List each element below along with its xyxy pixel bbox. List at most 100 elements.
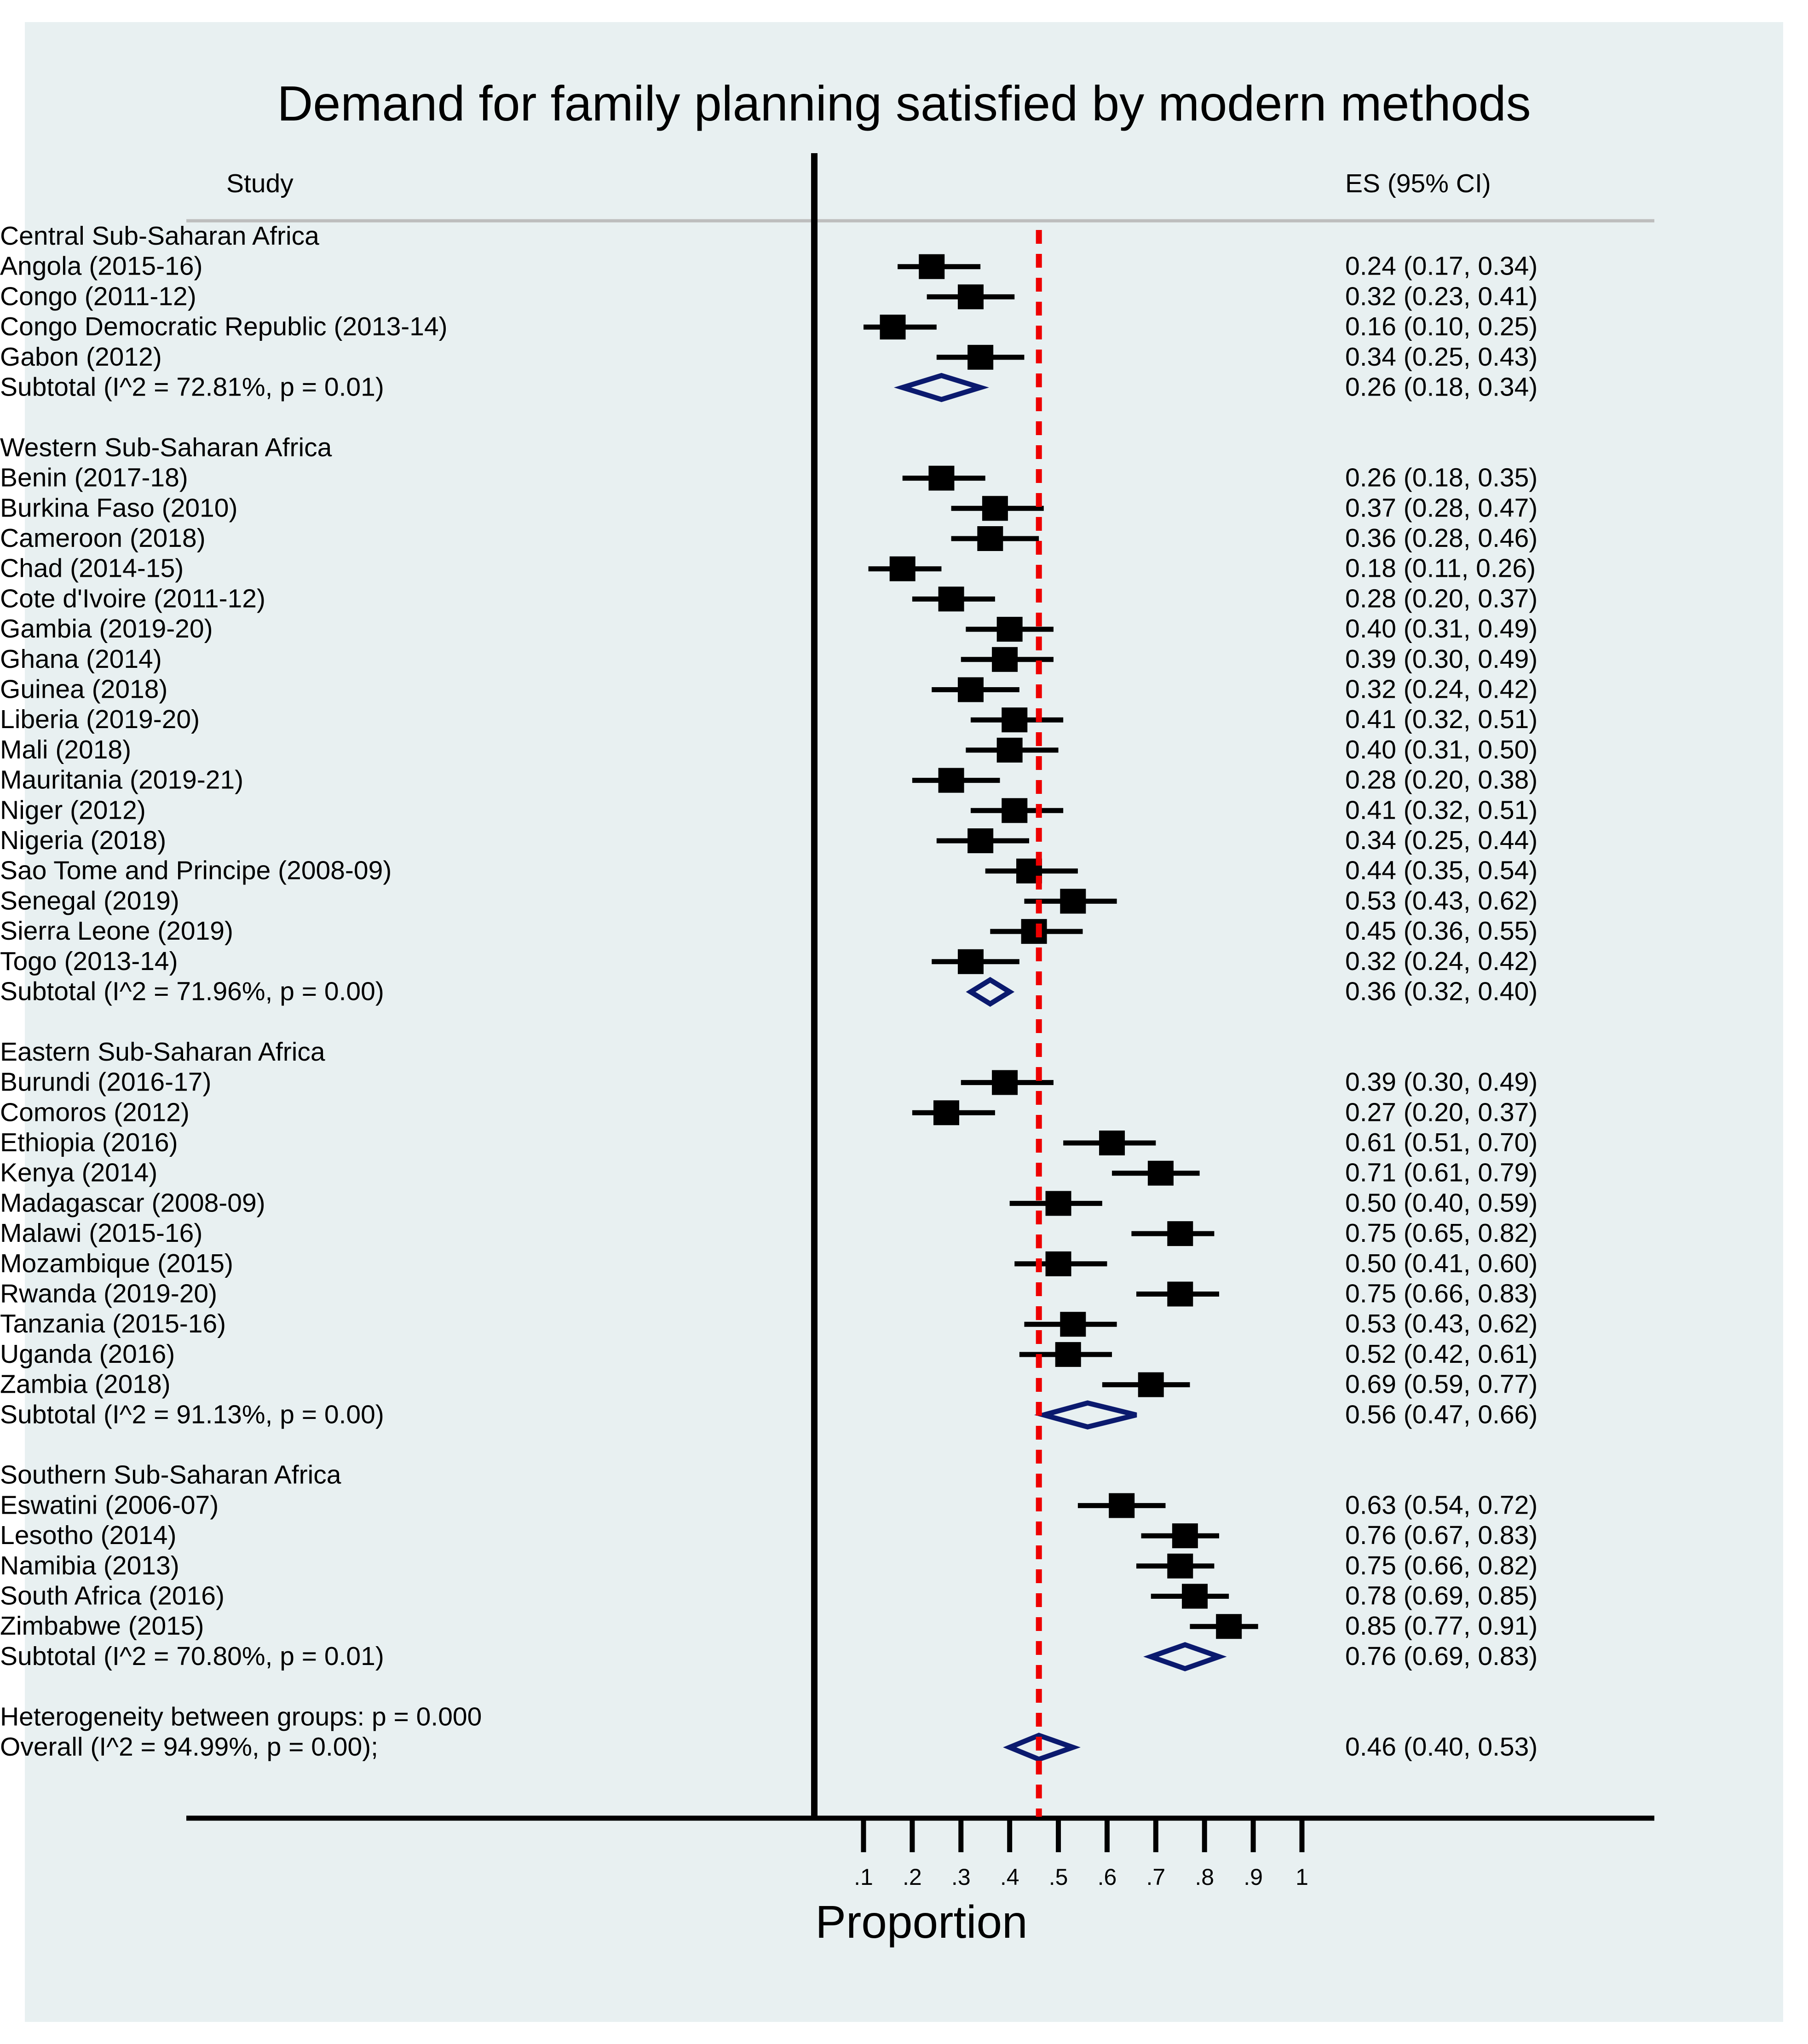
x-tick-label: .9: [1244, 1864, 1263, 1890]
study-es-text: 0.24 (0.17, 0.34): [1345, 252, 1537, 281]
study-label: Chad (2014-15): [0, 554, 184, 583]
point-estimate-square: [928, 465, 955, 491]
study-label: Rwanda (2019-20): [0, 1279, 217, 1309]
overall-es-text: 0.46 (0.40, 0.53): [1345, 1732, 1537, 1762]
study-label: Niger (2012): [0, 795, 146, 825]
study-label: Angola (2015-16): [0, 252, 202, 281]
study-es-text: 0.36 (0.28, 0.46): [1345, 523, 1537, 553]
study-label: Togo (2013-14): [0, 947, 178, 976]
subtotal-label: Subtotal (I^2 = 70.80%, p = 0.01): [0, 1642, 384, 1671]
point-estimate-square: [1167, 1281, 1193, 1307]
study-label: Ghana (2014): [0, 644, 162, 674]
x-tick-label: .2: [903, 1864, 922, 1890]
group-header: Western Sub-Saharan Africa: [0, 433, 332, 462]
study-label: Guinea (2018): [0, 675, 167, 704]
study-es-text: 0.34 (0.25, 0.44): [1345, 826, 1537, 855]
study-label: Sao Tome and Principe (2008-09): [0, 856, 392, 885]
study-es-text: 0.61 (0.51, 0.70): [1345, 1128, 1537, 1157]
study-es-text: 0.78 (0.69, 0.85): [1345, 1581, 1537, 1611]
subtotal-es-text: 0.26 (0.18, 0.34): [1345, 373, 1537, 402]
subtotal-diamond: [966, 977, 1015, 1007]
point-estimate-square: [957, 284, 984, 310]
study-label: Malawi (2015-16): [0, 1218, 202, 1248]
study-es-text: 0.40 (0.31, 0.50): [1345, 735, 1537, 764]
study-es-text: 0.44 (0.35, 0.54): [1345, 856, 1537, 885]
study-label: Lesotho (2014): [0, 1521, 176, 1550]
study-label: Mozambique (2015): [0, 1249, 233, 1278]
point-estimate-square: [967, 344, 994, 370]
point-estimate-square: [957, 677, 984, 702]
study-es-text: 0.53 (0.43, 0.62): [1345, 886, 1537, 915]
es-column-header: ES (95% CI): [1345, 169, 1491, 198]
study-es-text: 0.32 (0.23, 0.41): [1345, 281, 1537, 311]
study-label: Burkina Faso (2010): [0, 493, 237, 522]
study-es-text: 0.41 (0.32, 0.51): [1345, 795, 1537, 825]
point-estimate-square: [996, 617, 1023, 642]
point-estimate-square: [982, 496, 1008, 521]
study-es-text: 0.50 (0.41, 0.60): [1345, 1249, 1537, 1278]
study-label: Liberia (2019-20): [0, 705, 200, 734]
x-axis-ticks: .1 .2 .3 .4 .5 .6 .7 .8 .9 1: [854, 1818, 1308, 1890]
study-es-text: 0.34 (0.25, 0.43): [1345, 342, 1537, 372]
subtotal-es-text: 0.56 (0.47, 0.66): [1345, 1400, 1537, 1429]
group-header: Eastern Sub-Saharan Africa: [0, 1037, 325, 1067]
study-es-text: 0.16 (0.10, 0.25): [1345, 312, 1537, 341]
point-estimate-square: [1138, 1372, 1164, 1397]
x-tick-label: .3: [951, 1864, 971, 1890]
point-estimate-square: [1147, 1160, 1174, 1186]
study-label: Nigeria (2018): [0, 826, 166, 855]
study-es-text: 0.41 (0.32, 0.51): [1345, 705, 1537, 734]
heterogeneity-label: Heterogeneity between groups: p = 0.000: [0, 1702, 482, 1731]
point-estimate-square: [889, 556, 916, 581]
study-label: Zimbabwe (2015): [0, 1611, 204, 1641]
point-estimate-square: [992, 647, 1018, 672]
point-estimate-square: [1167, 1553, 1193, 1579]
study-es-text: 0.28 (0.20, 0.38): [1345, 765, 1537, 795]
point-estimate-square: [938, 586, 964, 612]
study-label: Zambia (2018): [0, 1370, 171, 1399]
study-label: Cameroon (2018): [0, 523, 206, 553]
study-es-text: 0.45 (0.36, 0.55): [1345, 916, 1537, 946]
study-label: Ethiopia (2016): [0, 1128, 178, 1157]
point-estimate-square: [957, 949, 984, 974]
study-label: Congo (2011-12): [0, 281, 196, 311]
point-estimate-square: [938, 768, 964, 793]
study-es-text: 0.32 (0.24, 0.42): [1345, 947, 1537, 976]
study-es-text: 0.32 (0.24, 0.42): [1345, 675, 1537, 704]
point-estimate-square: [1045, 1191, 1071, 1216]
x-axis-label: Proportion: [815, 1896, 1027, 1948]
study-es-text: 0.40 (0.31, 0.49): [1345, 614, 1537, 643]
study-column-header: Study: [226, 169, 294, 198]
study-label: Kenya (2014): [0, 1158, 157, 1188]
x-tick-label: .1: [854, 1864, 873, 1890]
study-label: Benin (2017-18): [0, 463, 188, 493]
x-tick-label: .6: [1098, 1864, 1117, 1890]
study-label: Mauritania (2019-21): [0, 765, 243, 795]
study-es-text: 0.75 (0.65, 0.82): [1345, 1218, 1537, 1248]
overall-label: Overall (I^2 = 94.99%, p = 0.00);: [0, 1732, 378, 1762]
point-estimate-square: [996, 737, 1023, 763]
subtotal-es-text: 0.76 (0.69, 0.83): [1345, 1642, 1537, 1671]
point-estimate-square: [1109, 1493, 1135, 1518]
subtotal-label: Subtotal (I^2 = 72.81%, p = 0.01): [0, 373, 384, 402]
study-label: Eswatini (2006-07): [0, 1490, 219, 1520]
point-estimate-square: [1216, 1614, 1242, 1639]
study-label: Namibia (2013): [0, 1551, 179, 1580]
study-es-text: 0.52 (0.42, 0.61): [1345, 1339, 1537, 1369]
subtotal-diamond: [1143, 1642, 1227, 1671]
point-estimate-square: [977, 526, 1003, 551]
point-estimate-square: [967, 828, 994, 853]
subtotal-diamond: [1034, 1400, 1137, 1430]
plot-background: [25, 22, 1783, 2022]
study-es-text: 0.39 (0.30, 0.49): [1345, 1068, 1537, 1097]
study-es-text: 0.69 (0.59, 0.77): [1345, 1370, 1537, 1399]
subtotal-label: Subtotal (I^2 = 91.13%, p = 0.00): [0, 1400, 384, 1429]
point-estimate-square: [1099, 1131, 1125, 1155]
point-estimate-square: [1182, 1584, 1208, 1609]
study-es-text: 0.26 (0.18, 0.35): [1345, 463, 1537, 493]
point-estimate-square: [933, 1100, 960, 1125]
x-tick-label: .8: [1195, 1864, 1214, 1890]
point-estimate-square: [880, 315, 906, 340]
